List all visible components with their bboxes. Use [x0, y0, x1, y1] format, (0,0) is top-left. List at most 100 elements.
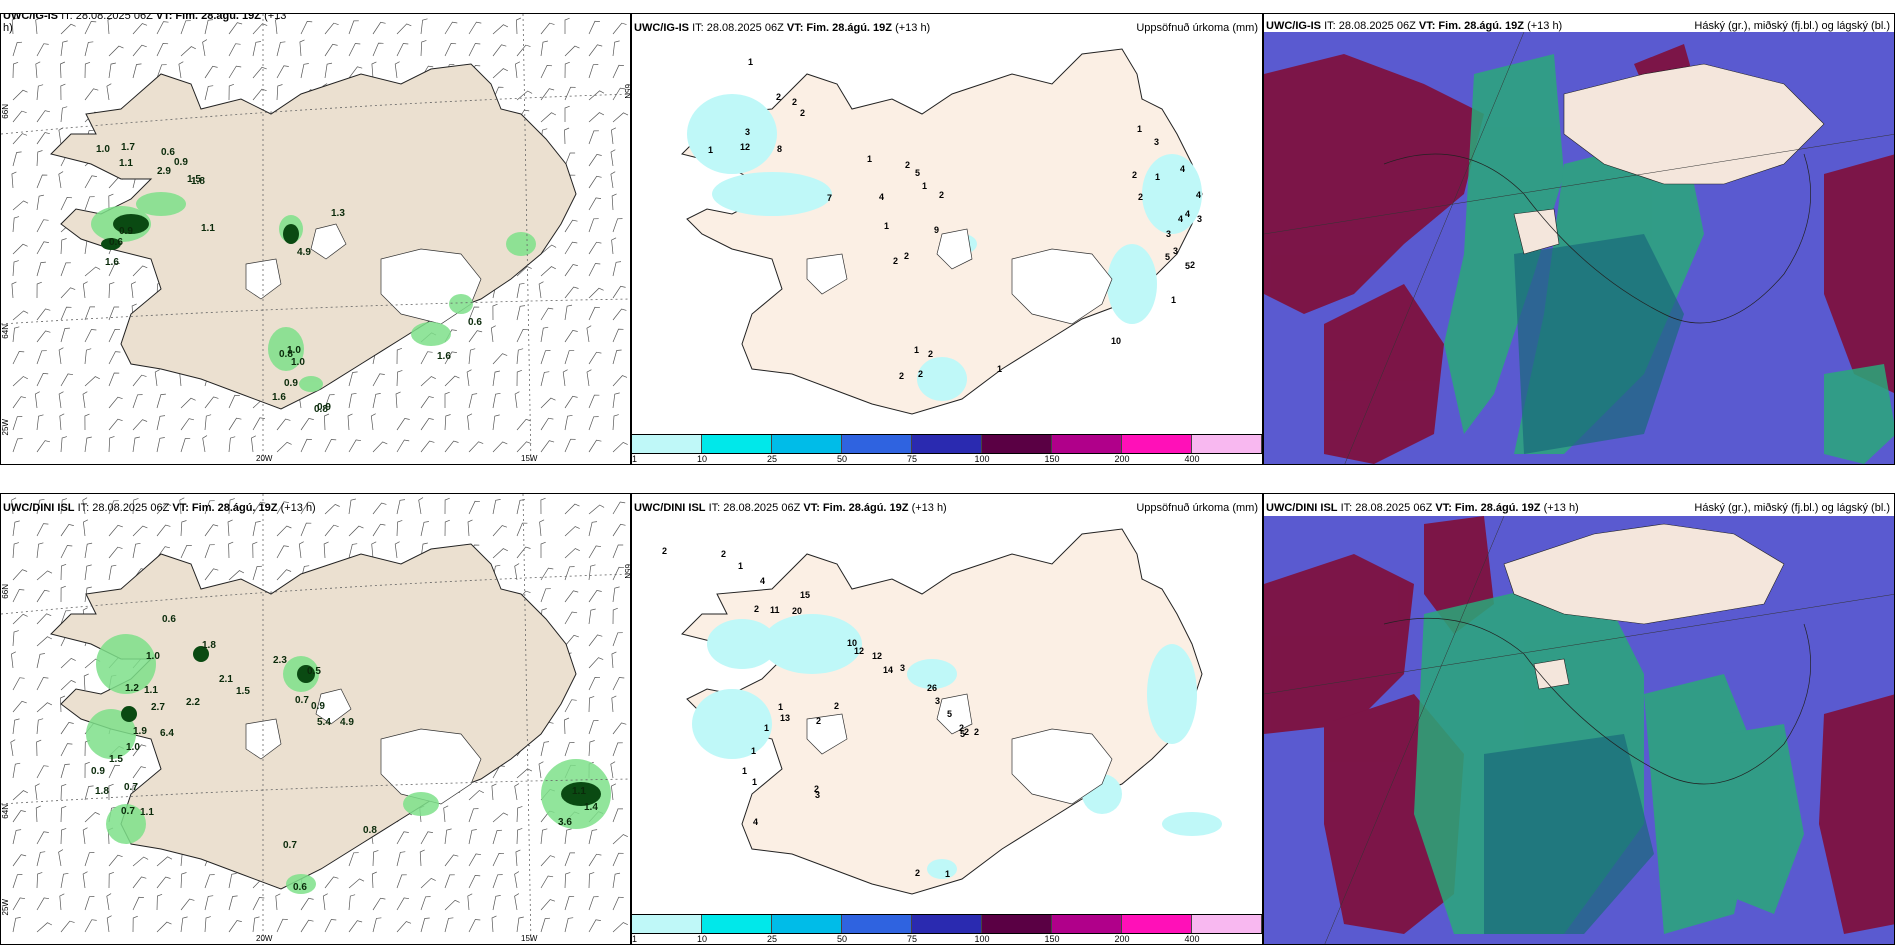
- wind-barb: [204, 895, 214, 911]
- wind-barb: [84, 88, 99, 101]
- wind-barb: [492, 812, 509, 823]
- glacier-white-3: [936, 693, 973, 735]
- wind-barb: [420, 917, 430, 933]
- init-time: IT: 28.08.2025 06Z: [692, 22, 784, 34]
- precip-value-label: 4.9: [297, 247, 311, 258]
- wind-barb: [420, 418, 434, 431]
- precip-value-label: 1.0: [287, 345, 301, 356]
- wind-barb: [108, 418, 123, 431]
- wind-barb: [396, 921, 412, 933]
- wind-barb: [35, 17, 41, 35]
- wind-barb: [612, 349, 622, 365]
- wind-barb: [300, 63, 309, 79]
- colorbar-swatch: [1122, 435, 1192, 453]
- wind-barb: [540, 875, 554, 889]
- wind-barb: [324, 43, 338, 57]
- wind-barb: [204, 916, 211, 933]
- wind-barb: [252, 501, 266, 515]
- valid-time: VT: Fim. 28.ágú. 19Z: [1435, 502, 1541, 514]
- wind-barb: [492, 44, 507, 57]
- wind-barb: [108, 396, 123, 409]
- wind-barb: [612, 677, 625, 691]
- wind-barb: [516, 329, 529, 343]
- wind-barb: [588, 263, 601, 277]
- wind-barb: [370, 413, 376, 431]
- wind-barb: [540, 40, 548, 57]
- precip-value-label: 0.9: [174, 157, 188, 168]
- colorbar-tick-label: 400: [1184, 934, 1200, 944]
- wind-barb: [444, 854, 459, 867]
- wind-barb: [180, 397, 196, 409]
- precip-value-label: 2.2: [186, 697, 200, 708]
- lon-label-15w: 15W: [521, 934, 538, 943]
- wind-barb: [490, 325, 496, 343]
- wind-barb: [132, 419, 148, 431]
- wind-barb: [468, 393, 478, 409]
- precip-value-label: 0.9: [284, 378, 298, 389]
- wind-barb: [60, 805, 67, 823]
- lat-label-25w: 25W: [1, 899, 10, 916]
- wind-barb: [84, 586, 92, 603]
- wind-barb: [60, 106, 68, 123]
- wind-barb: [204, 414, 212, 431]
- wind-barb: [12, 260, 19, 277]
- wind-barb: [84, 542, 93, 559]
- wind-barb: [611, 237, 617, 255]
- precip-value-label: 1: [752, 777, 758, 787]
- wind-barb: [564, 86, 576, 101]
- wind-barb: [540, 828, 548, 845]
- iceland-land: [50, 63, 577, 410]
- precip-value-label: 2: [1190, 260, 1196, 270]
- wind-barb: [540, 541, 546, 558]
- colorbar-tick-label: 100: [974, 934, 990, 944]
- colorbar-swatches: [632, 914, 1262, 934]
- wind-barb: [588, 351, 602, 365]
- wind-barb: [60, 373, 74, 387]
- wind-barb: [610, 171, 616, 189]
- wind-barb: [588, 829, 598, 845]
- precip-value-label: 4: [1178, 214, 1184, 224]
- wind-barb: [132, 744, 147, 757]
- wind-barb: [12, 376, 28, 387]
- colorbar-tick-label: 10: [696, 454, 707, 464]
- precip-value-label: 1.4: [584, 802, 598, 813]
- wind-barb: [492, 392, 501, 409]
- wind-barb: [564, 105, 570, 122]
- wind-barb: [132, 265, 148, 277]
- wind-barb: [106, 915, 112, 933]
- precip-value-label: 2: [893, 256, 899, 266]
- wind-barb: [12, 326, 20, 343]
- wind-barb: [36, 922, 53, 933]
- wind-barb: [610, 149, 616, 167]
- init-time: IT: 28.08.2025 06Z: [1324, 20, 1416, 32]
- colorbar-swatch: [912, 915, 982, 933]
- glacier-white-3: [315, 688, 352, 725]
- wind-barb: [36, 523, 49, 537]
- wind-barb: [60, 197, 73, 211]
- wind-barb: [492, 370, 500, 387]
- wind-barb: [228, 394, 240, 409]
- wind-barb: [180, 418, 194, 431]
- precip-value-label: 4: [1185, 209, 1191, 219]
- coastline-lines: [1264, 515, 1894, 944]
- precip-value-label: 2: [754, 604, 760, 614]
- wind-barb: [588, 287, 604, 299]
- wind-barb: [444, 899, 460, 911]
- wind-barb: [588, 521, 598, 537]
- wind-barb: [588, 154, 602, 167]
- wind-barb: [610, 761, 616, 779]
- wind-barb: [612, 87, 626, 101]
- panel-subtitle: Háský (gr.), miðský (fj.bl.) og lágský (…: [1694, 20, 1890, 32]
- precip-value-label: 0.7: [124, 782, 138, 793]
- lead-time: (+13 h): [1543, 502, 1579, 514]
- colorbar-tick-label: 150: [1044, 454, 1060, 464]
- wind-barb: [564, 438, 576, 453]
- wind-barb: [420, 831, 433, 845]
- wind-barb: [108, 500, 119, 515]
- wind-barb: [516, 806, 523, 823]
- wind-barb: [60, 920, 75, 933]
- wind-barb: [132, 766, 146, 779]
- precip-value-label: 1: [748, 57, 754, 67]
- wind-barb: [492, 68, 508, 79]
- panel-top-mid-accum-precip: UWC/IG-IS IT: 28.08.2025 06Z VT: Fim. 28…: [631, 13, 1263, 465]
